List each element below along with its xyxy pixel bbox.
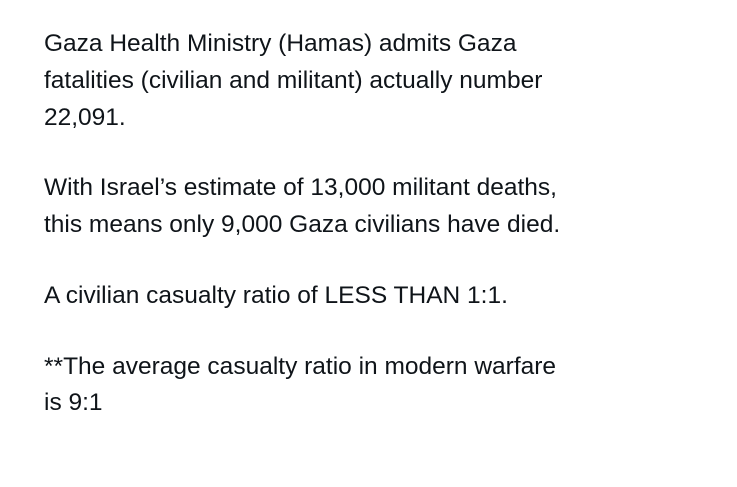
post-paragraph-1: Gaza Health Ministry (Hamas) admits Gaza… <box>44 30 543 131</box>
post-paragraph-4: **The average casualty ratio in modern w… <box>44 352 557 417</box>
post-paragraph-3: A civilian casualty ratio of LESS THAN 1… <box>44 281 508 309</box>
post-text-body: Gaza Health Ministry (Hamas) admits Gaza… <box>44 26 704 422</box>
post-paragraph-2: With Israel’s estimate of 13,000 militan… <box>44 174 561 238</box>
